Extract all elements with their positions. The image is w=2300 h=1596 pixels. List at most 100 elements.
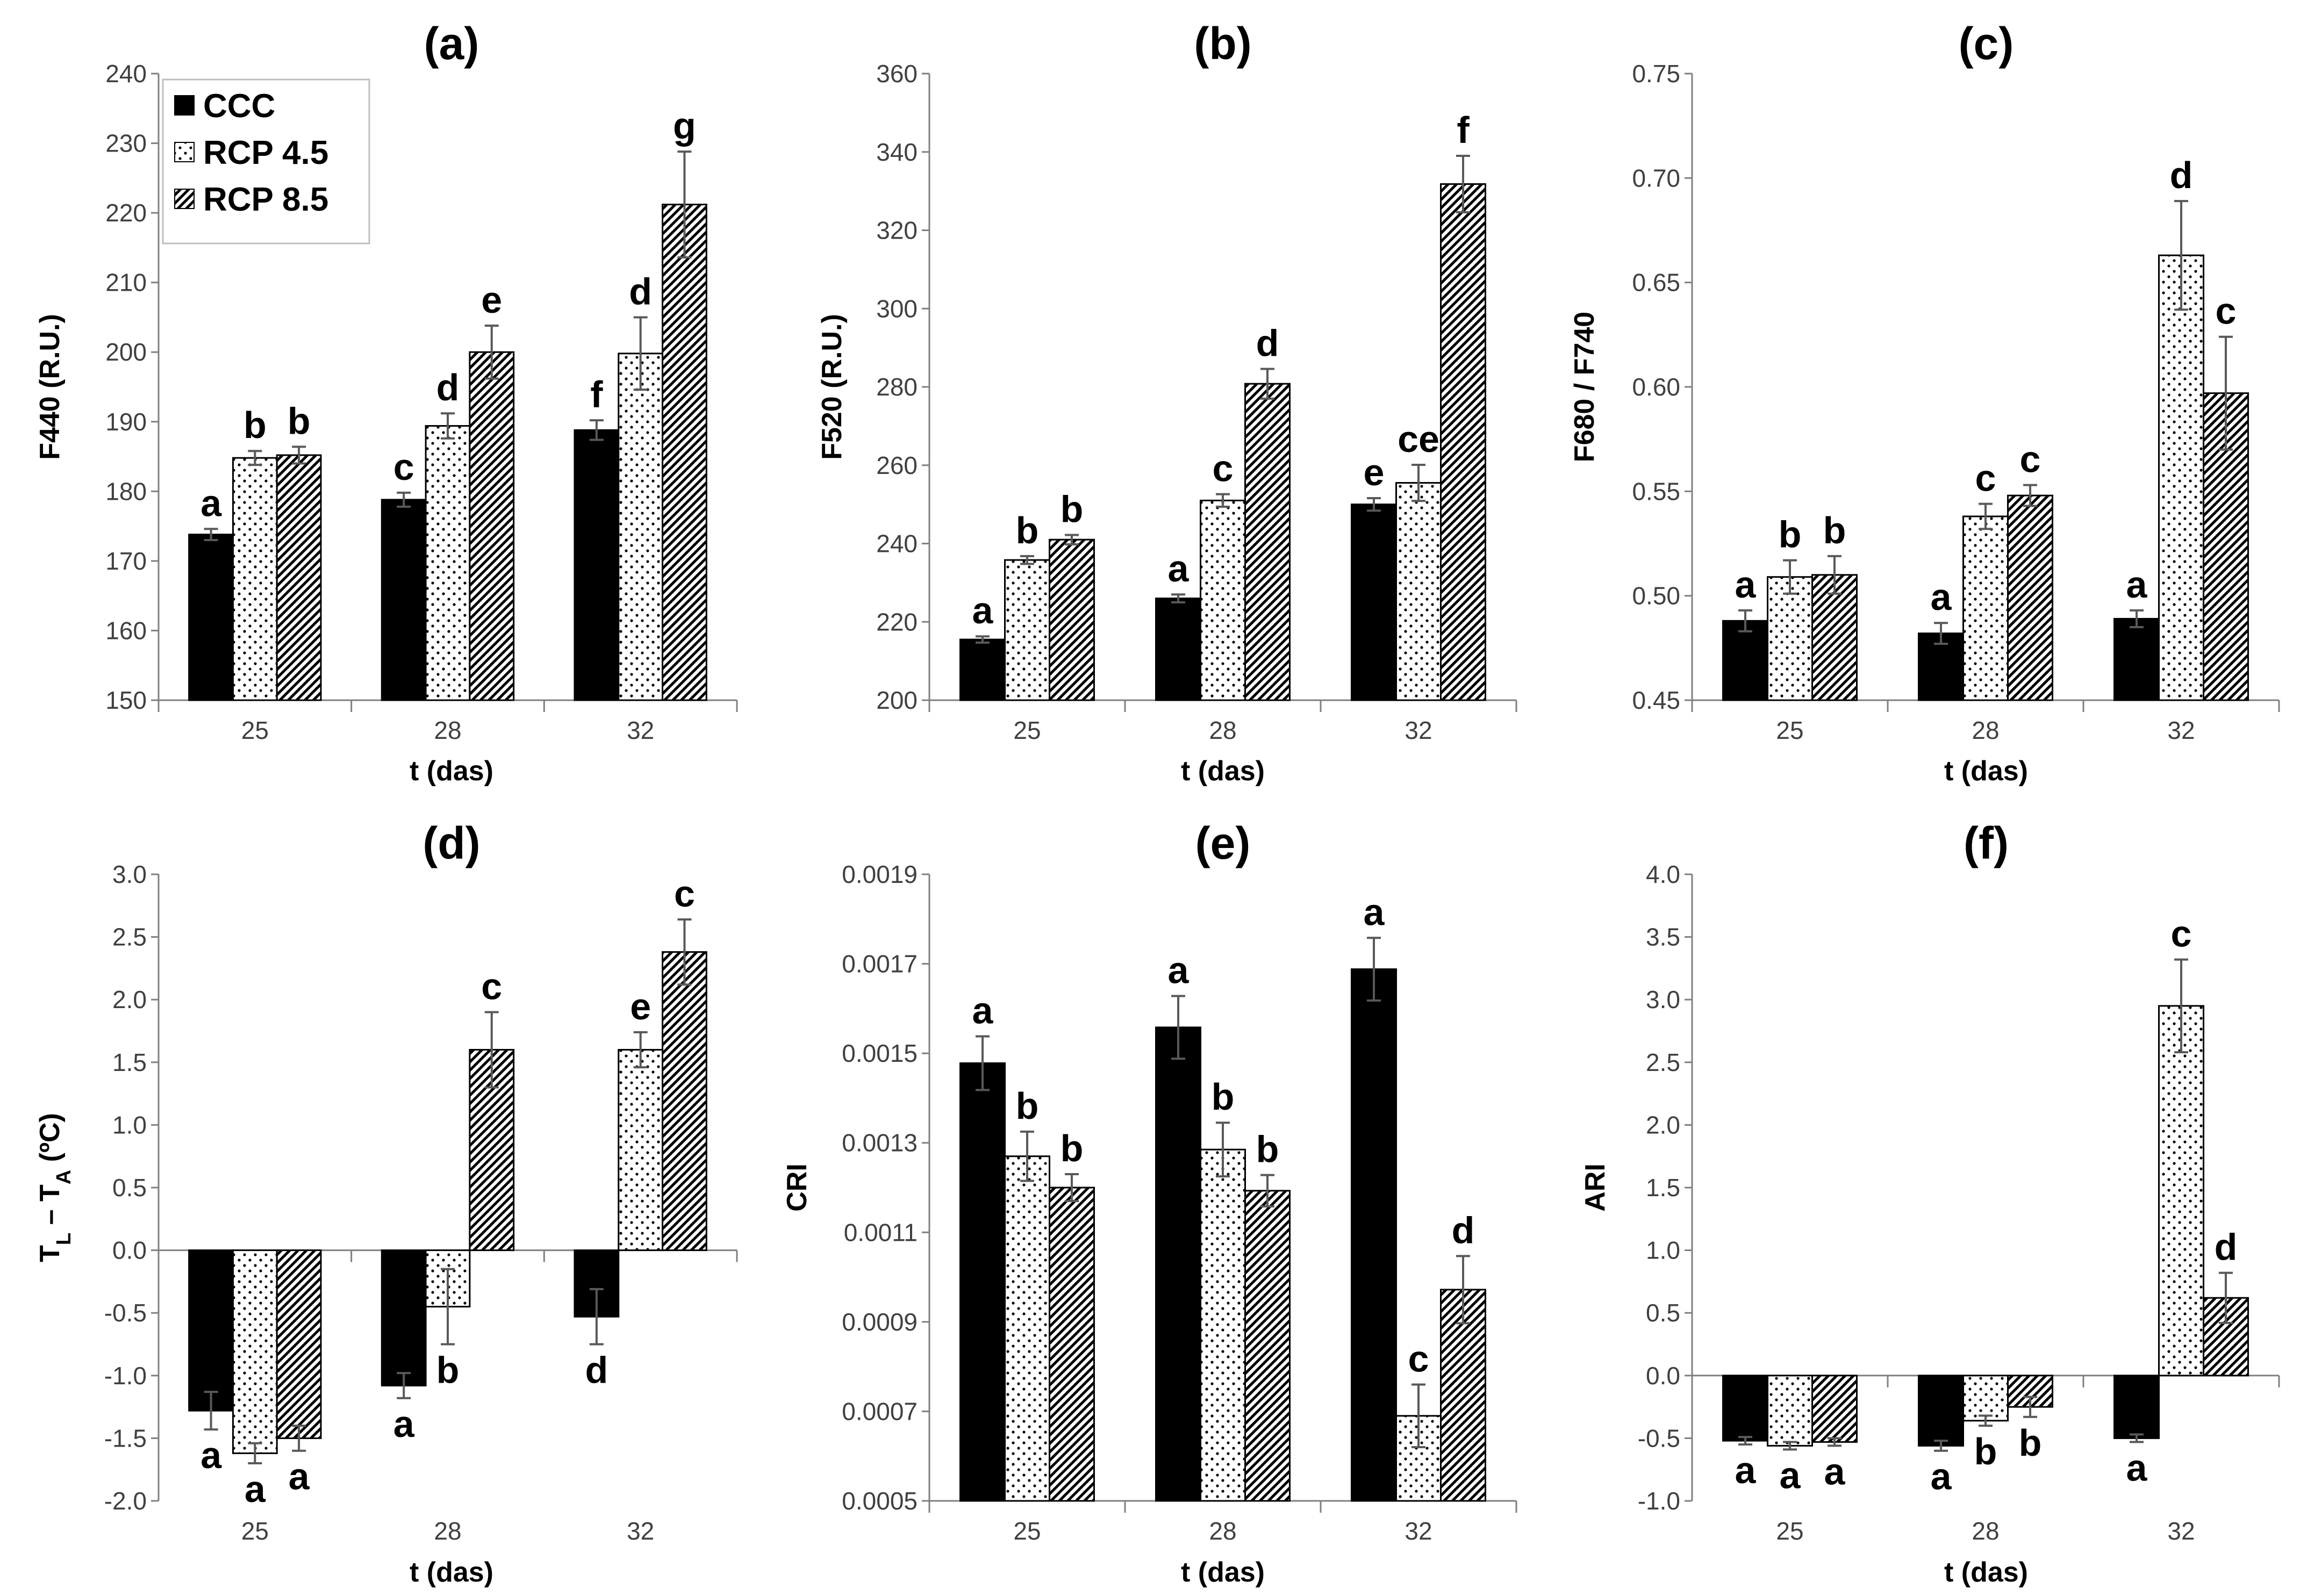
significance-letter: a: [200, 482, 222, 524]
significance-letter: c: [1408, 1338, 1429, 1379]
significance-letter: a: [245, 1468, 266, 1510]
significance-letter: e: [630, 986, 651, 1027]
bar-rcp85: [662, 951, 707, 1252]
bar-ccc: [959, 638, 1006, 701]
panel-c-title: (c): [1959, 18, 2014, 69]
bar-rcp45: [1200, 499, 1246, 701]
y-tick-label: 170: [105, 547, 147, 575]
bar-rcp45: [1004, 1155, 1050, 1502]
y-tick-label: 200: [105, 338, 147, 366]
y-tick-label: 260: [876, 451, 918, 479]
significance-letter: b: [436, 1349, 460, 1391]
y-tick-label: -0.5: [1638, 1424, 1680, 1452]
legend-swatch-rcp45: [174, 142, 195, 162]
y-tick-label: 0.0005: [842, 1487, 918, 1515]
x-tick-label: 25: [1776, 716, 1803, 744]
panel-e-marks: 0.0005 0.0007 0.0009 0.0011 0.0013 0.0015 0.00…: [842, 860, 1517, 1545]
significance-letter: b: [1061, 1127, 1084, 1169]
y-tick-label: 220: [105, 199, 147, 227]
panel-b-xlabel: t (das): [1181, 756, 1265, 787]
panel-d-ylabel: TL – TA (ºC): [34, 1113, 75, 1262]
significance-letter: d: [585, 1349, 608, 1391]
legend-label-ccc: CCC: [203, 88, 275, 125]
significance-letter: e: [481, 279, 502, 321]
x-tick-label: 25: [241, 716, 269, 744]
bar-rcp45: [1962, 1375, 2009, 1422]
significance-letter: b: [1016, 1085, 1039, 1127]
x-tick-label: 28: [434, 716, 461, 744]
y-tick-label: 0.0: [1646, 1362, 1680, 1390]
significance-letter: d: [1256, 322, 1279, 364]
y-tick-label: 340: [876, 138, 918, 166]
significance-letter: a: [1735, 564, 1757, 606]
bar-rcp85: [1811, 574, 1858, 701]
significance-letter: a: [1168, 950, 1190, 991]
significance-letter: b: [1974, 1430, 1997, 1472]
panel-a: (a) 150 160 170 180 190 200 210 220 230 240 25 28 32…: [34, 18, 738, 787]
y-tick-label: 0.0011: [844, 1218, 918, 1246]
x-tick-label: 32: [1405, 716, 1432, 744]
y-tick-label: 200: [876, 686, 918, 714]
significance-letter: a: [1931, 576, 1952, 618]
y-tick-label: 0.5: [112, 1174, 147, 1202]
x-tick-label: 32: [627, 716, 654, 744]
significance-letter: g: [673, 105, 696, 147]
bar-ccc: [2113, 617, 2160, 701]
significance-letter: b: [1823, 509, 1846, 551]
panel-d-marks: -2.0 -1.5 -1.0 -0.5 0.0 0.5 1.0 1.5 2.0 2.5 3.0 25 2…: [104, 860, 738, 1545]
significance-letter: a: [1364, 891, 1385, 933]
significance-letter: a: [972, 589, 994, 631]
y-tick-label: 320: [876, 217, 918, 245]
panel-a-title: (a): [424, 18, 479, 69]
bar-ccc: [1918, 1375, 1965, 1447]
bar-ccc: [1722, 620, 1769, 701]
panel-e-ylabel: CRI: [782, 1163, 813, 1212]
bar-ccc: [188, 1249, 234, 1412]
legend-swatch-rcp85: [174, 189, 195, 209]
bar-rcp85: [1811, 1375, 1858, 1443]
panel-e-xlabel: t (das): [1181, 1557, 1265, 1588]
significance-letter: d: [1452, 1209, 1475, 1251]
bar-rcp85: [1244, 1190, 1291, 1502]
legend-box: [162, 78, 370, 245]
x-tick-label: 25: [241, 1517, 269, 1545]
x-tick-label: 32: [1405, 1517, 1432, 1545]
legend-label-rcp45: RCP 4.5: [203, 134, 328, 171]
y-tick-label: 1.5: [112, 1048, 147, 1076]
x-tick-label: 28: [1209, 1517, 1236, 1545]
panel-a-ylabel: F440 (R.U.): [34, 314, 66, 460]
significance-letter: a: [1735, 1449, 1757, 1491]
y-tick-label: 0.0007: [842, 1397, 918, 1425]
significance-letter: a: [289, 1456, 310, 1498]
bar-rcp45: [232, 1249, 278, 1454]
panel-e-title: (e): [1195, 818, 1251, 868]
significance-letter: b: [243, 404, 267, 446]
y-tick-label: -1.0: [104, 1362, 147, 1390]
bar-ccc: [188, 534, 234, 701]
panel-f-xlabel: t (das): [1944, 1557, 2028, 1588]
panel-d: (d) -2.0 -1.5 -1.0 -0.5 0.0 0.5 1.0 1.5 2.0 2.5 3.…: [34, 818, 738, 1588]
y-tick-label: 0.60: [1632, 373, 1680, 401]
y-tick-label: 0.0009: [842, 1308, 918, 1336]
y-tick-label: 300: [876, 294, 918, 322]
panel-b-ylabel: F520 (R.U.): [816, 314, 848, 460]
significance-letter: b: [1016, 509, 1039, 551]
bar-ccc: [1155, 1026, 1202, 1502]
panel-e: (e) 0.0005 0.0007 0.0009 0.0011 0.0013 0.0015…: [782, 818, 1517, 1588]
x-tick-label: 32: [2167, 1517, 2195, 1545]
bar-ccc: [1351, 968, 1398, 1502]
y-tick-label: 0.55: [1632, 477, 1680, 505]
y-tick-label: -0.5: [104, 1299, 147, 1327]
bar-ccc: [2113, 1375, 2160, 1439]
significance-letter: b: [288, 400, 311, 442]
significance-letter: a: [2126, 564, 2148, 606]
y-tick-label: 0.0: [112, 1236, 147, 1264]
y-tick-label: 230: [105, 130, 147, 157]
x-tick-label: 28: [1972, 716, 1999, 744]
bar-rcp85: [1048, 1187, 1095, 1502]
panel-f: (f) -1.0 -0.5 0.0 0.5 1.0 1.5 2.0 2.5 3.0 3.5 4.0 2…: [1580, 818, 2280, 1588]
y-tick-label: 0.0015: [842, 1039, 918, 1067]
